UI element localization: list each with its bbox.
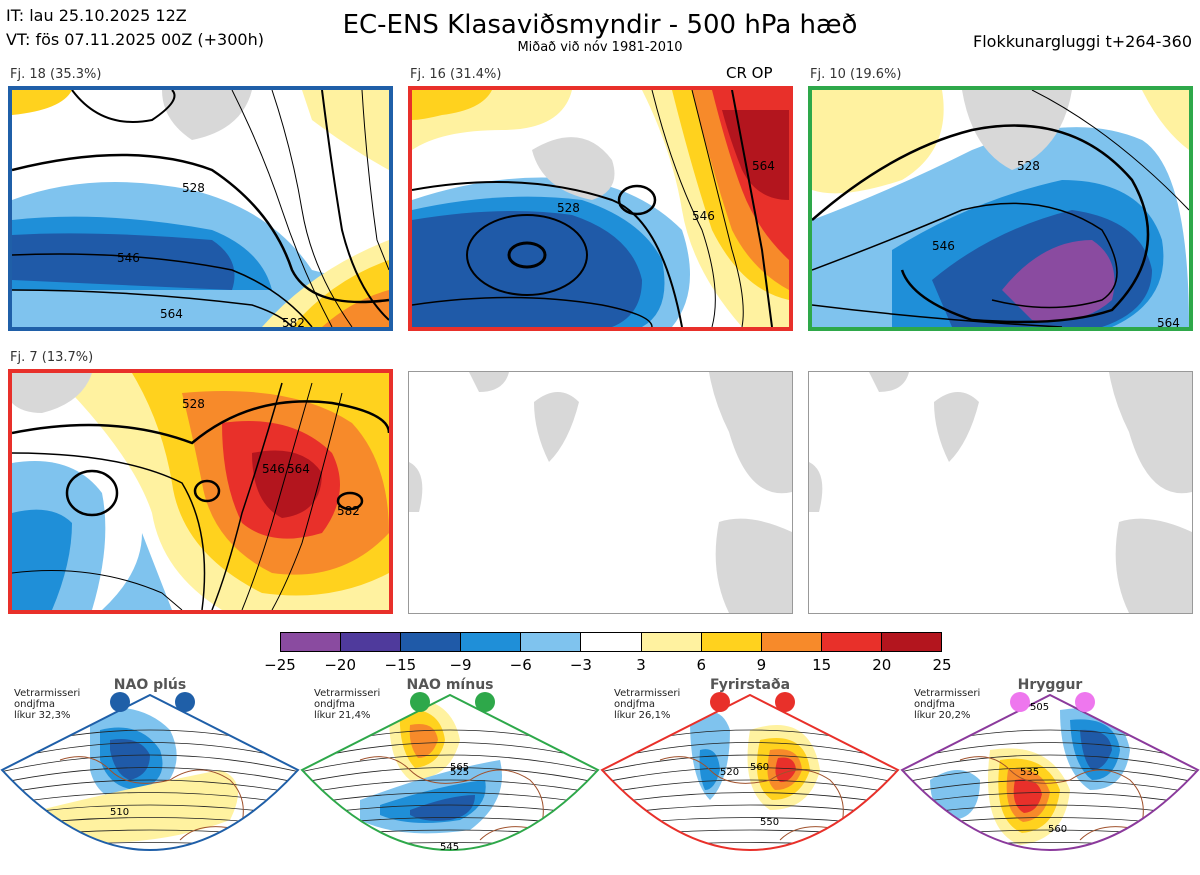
page-subtitle: Miðað við nóv 1981-2010: [517, 40, 683, 55]
regime-probability: Vetrarmisseri ondjfma líkur 21,4%: [314, 688, 381, 721]
regime-map-2: 525 545 565: [300, 690, 600, 871]
regime-title: NAO plús: [113, 677, 187, 693]
colorbar-swatch: [461, 633, 522, 651]
colorbar-swatch: [521, 633, 582, 651]
regime-dot: [775, 692, 795, 712]
colorbar-tick: −6: [509, 656, 532, 674]
cluster-map-1: 528 546 564 582: [8, 86, 393, 331]
colorbar-swatch: [641, 633, 702, 651]
contour-label: 582: [337, 504, 360, 518]
colorbar-swatch: [821, 633, 882, 651]
contour-label: 564: [752, 159, 775, 173]
colorbar-tick: −9: [449, 656, 472, 674]
regime-contour-label: 505: [1030, 702, 1049, 713]
classification-window: Flokkunargluggi t+264-360: [973, 32, 1192, 51]
regime-contour-label: 525: [450, 767, 469, 778]
contour-label: 528: [557, 201, 580, 215]
regime-contour-label: 565: [450, 762, 469, 773]
contour-label: 564: [1157, 316, 1180, 327]
contour-label: 564: [160, 307, 183, 321]
colorbar-swatch: [341, 633, 402, 651]
regime-dot: [1010, 692, 1030, 712]
regime-dot: [475, 692, 495, 712]
cluster-map-4: 528 546 564 582: [8, 369, 393, 614]
regime-contour-label: 550: [760, 817, 779, 828]
panel-label-3: Fj. 10 (19.6%): [810, 67, 902, 82]
regime-map-1: 510550: [0, 690, 300, 875]
colorbar-swatch: [701, 633, 762, 651]
regime-dot: [1075, 692, 1095, 712]
contour-label: 528: [182, 397, 205, 411]
colorbar-tick: 15: [812, 656, 832, 674]
colorbar-tick: −20: [324, 656, 356, 674]
regime-title: Hryggur: [1017, 677, 1083, 693]
regime-map-3: 520 550 560: [600, 690, 900, 871]
cluster-map-3: 528 546 564: [808, 86, 1193, 331]
panel-label-1: Fj. 18 (35.3%): [10, 67, 102, 82]
regime-title: Fyrirstaða: [709, 677, 791, 693]
valid-time: VT: fös 07.11.2025 00Z (+300h): [6, 30, 264, 49]
colorbar-swatch: [881, 633, 942, 651]
regime-contour-label: 510: [110, 807, 129, 818]
init-time: IT: lau 25.10.2025 12Z: [6, 6, 187, 25]
regime-dot: [710, 692, 730, 712]
colorbar-tick: −3: [569, 656, 592, 674]
regime-probability: Vetrarmisseri ondjfma líkur 20,2%: [914, 688, 981, 721]
colorbar: [280, 632, 942, 652]
colorbar-tick: 25: [932, 656, 952, 674]
regime-probability: Vetrarmisseri ondjfma líkur 26,1%: [614, 688, 681, 721]
regime-dot: [175, 692, 195, 712]
colorbar-tick: 6: [696, 656, 707, 674]
contour-label: 546: [117, 251, 140, 265]
panel-label-4: Fj. 7 (13.7%): [10, 350, 94, 365]
contour-label: 528: [1017, 159, 1040, 173]
regime-title: NAO mínus: [406, 677, 494, 693]
colorbar-swatch: [401, 633, 462, 651]
contour-label: 582: [282, 316, 305, 327]
regime-contour-label: 520: [720, 767, 739, 778]
regime-map-4: 505 535 560: [900, 690, 1200, 871]
colorbar-swatch: [761, 633, 822, 651]
regime-contour-label: 545: [440, 842, 459, 853]
regime-probability: Vetrarmisseri ondjfma líkur 32,3%: [14, 688, 81, 721]
regime-dot: [110, 692, 130, 712]
empty-map-6: [808, 371, 1193, 614]
contour-label: 546: [932, 239, 955, 253]
colorbar-swatch: [581, 633, 642, 651]
contour-label: 528: [182, 181, 205, 195]
regime-contour-label: 535: [1020, 767, 1039, 778]
colorbar-tick: −15: [384, 656, 417, 674]
cr-op-label: CR OP: [726, 64, 773, 82]
colorbar-swatch: [281, 633, 342, 651]
contour-label: 564: [287, 462, 310, 476]
page-title: EC-ENS Klasaviðsmyndir - 500 hPa hæð: [342, 10, 858, 40]
empty-map-5: [408, 371, 793, 614]
contour-label: 546: [262, 462, 285, 476]
panel-label-2: Fj. 16 (31.4%): [410, 67, 502, 82]
contour-label: 546: [692, 209, 715, 223]
regime-dot: [410, 692, 430, 712]
regime-contour-label: 560: [750, 762, 769, 773]
colorbar-tick: 20: [872, 656, 892, 674]
colorbar-tick: 3: [636, 656, 646, 674]
regime-contour-label: 560: [1048, 824, 1067, 835]
colorbar-tick: −25: [264, 656, 296, 674]
cluster-map-2: 528 564 546: [408, 86, 793, 331]
colorbar-tick: 9: [756, 656, 767, 674]
